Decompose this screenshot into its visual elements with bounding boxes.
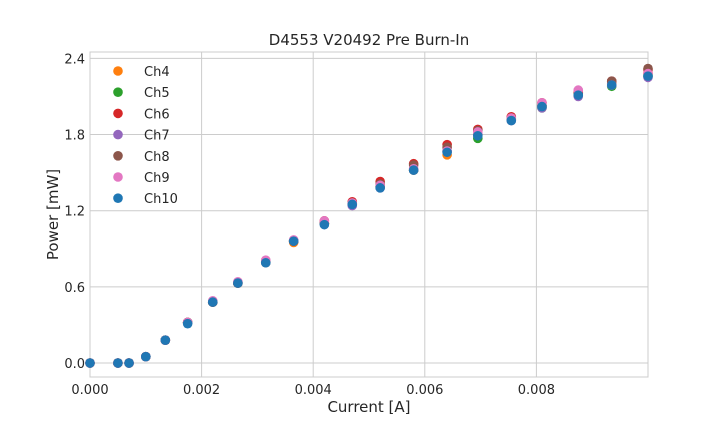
legend-label: Ch8: [144, 150, 170, 165]
legend-item-ch9: Ch9: [113, 171, 170, 186]
data-point: [141, 351, 151, 362]
y-tick-label: 1.2: [64, 205, 85, 220]
x-tick-label: 0.002: [183, 383, 220, 398]
chart-title: D4553 V20492 Pre Burn-In: [269, 31, 469, 49]
legend-label: Ch6: [144, 107, 170, 122]
x-tick-label: 0.008: [518, 383, 555, 398]
grid-layer: [89, 52, 648, 377]
points-layer: [85, 63, 653, 368]
legend-label: Ch4: [144, 65, 170, 80]
y-tick-label: 0.0: [64, 357, 85, 372]
y-axis-label: Power [mW]: [44, 169, 62, 260]
series-ch10: [85, 71, 653, 368]
legend-marker: [113, 151, 123, 161]
data-point: [643, 71, 653, 81]
data-point: [207, 297, 218, 307]
data-point: [442, 147, 452, 158]
legend-marker: [113, 108, 123, 119]
data-point: [473, 130, 483, 141]
data-point: [182, 318, 193, 329]
legend-item-ch7: Ch7: [113, 129, 170, 144]
y-tick-label: 2.4: [64, 52, 85, 67]
legend-item-ch8: Ch8: [113, 150, 170, 165]
legend-item-ch5: Ch5: [113, 86, 170, 101]
data-point: [85, 358, 95, 368]
x-axis-label: Current [A]: [327, 398, 410, 416]
x-tick-label: 0.006: [406, 383, 443, 398]
plot-frame: [89, 51, 649, 378]
y-tick-label: 0.6: [64, 281, 85, 296]
x-tick-label: 0.000: [71, 383, 108, 398]
legend-item-ch10: Ch10: [113, 192, 178, 207]
legend-marker: [113, 87, 123, 97]
legend-label: Ch9: [144, 171, 170, 186]
legend-marker: [113, 66, 123, 76]
data-point: [288, 236, 299, 246]
legend-item-ch4: Ch4: [113, 65, 170, 80]
data-point: [347, 199, 358, 210]
legend-label: Ch5: [144, 86, 170, 101]
legend-marker: [113, 193, 123, 203]
data-point: [408, 165, 419, 175]
data-point: [160, 335, 171, 345]
legend: Ch4 Ch5 Ch6 Ch7 Ch8 Ch9 Ch10: [113, 65, 178, 207]
data-point: [124, 358, 134, 368]
data-point: [573, 90, 584, 100]
legend-item-ch6: Ch6: [113, 107, 170, 122]
data-point: [506, 115, 517, 126]
legend-label: Ch10: [144, 192, 178, 207]
legend-label: Ch7: [144, 129, 170, 144]
x-tick-label: 0.004: [295, 383, 332, 398]
data-point: [233, 278, 243, 288]
data-point: [375, 183, 385, 193]
data-point: [606, 80, 617, 90]
legend-marker: [113, 129, 123, 140]
data-point: [319, 219, 330, 230]
data-point: [537, 101, 547, 112]
data-point: [113, 358, 123, 368]
y-tick-label: 1.8: [64, 129, 85, 144]
data-point: [260, 257, 271, 268]
legend-marker: [113, 172, 123, 182]
tick-layer: 0.000 0.002 0.004 0.006 0.008 0.0 0.6 1.2 1.8 2.4: [64, 52, 555, 398]
